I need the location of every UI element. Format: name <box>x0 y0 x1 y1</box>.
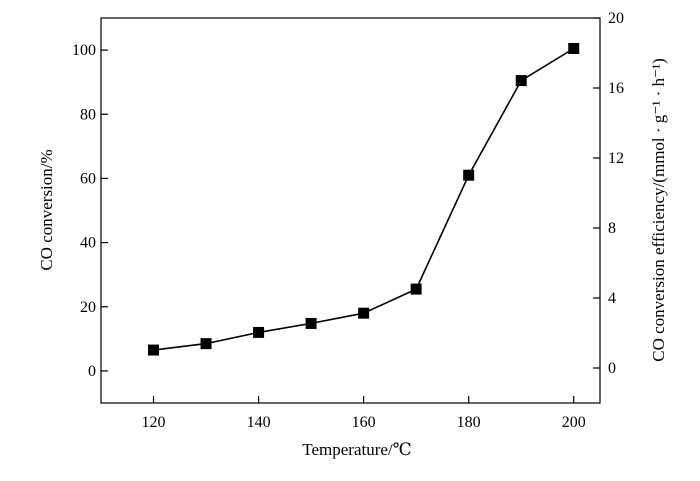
y2-tick-label: 8 <box>608 220 616 237</box>
data-point-marker <box>568 42 580 54</box>
y2-tick-label: 16 <box>608 80 624 97</box>
x-tick-label: 180 <box>457 414 481 431</box>
plot-area-border <box>100 17 601 404</box>
data-point-marker <box>148 344 160 356</box>
y-axis-right-ticks: 0 4 8 12 16 20 <box>593 10 624 377</box>
data-point-marker <box>358 307 370 319</box>
y-tick-label: 40 <box>80 235 96 252</box>
y-tick-label: 60 <box>80 170 96 187</box>
y-tick-label: 80 <box>80 106 96 123</box>
data-point-marker <box>463 169 475 181</box>
y-axis-left-title: CO conversion/% <box>37 149 56 270</box>
data-point-marker <box>515 75 527 87</box>
data-point-marker <box>253 326 265 338</box>
y2-tick-label: 12 <box>608 150 624 167</box>
plot-frame <box>100 17 601 404</box>
x-tick-label: 120 <box>142 414 166 431</box>
x-tick-label: 160 <box>352 414 376 431</box>
y-tick-label: 0 <box>88 363 96 380</box>
y-tick-label: 100 <box>72 42 96 59</box>
series-line <box>153 47 575 351</box>
x-axis-ticks: 120 140 160 180 200 <box>142 396 586 431</box>
data-point-marker <box>200 338 212 350</box>
data-point-marker <box>305 317 317 329</box>
y-axis-right-title: CO conversion efficiency/(mmol · g⁻¹ · h… <box>649 58 668 362</box>
x-tick-label: 140 <box>247 414 271 431</box>
y2-tick-label: 20 <box>608 10 624 27</box>
y-axis-left-ticks: 0 20 40 60 80 100 <box>72 42 108 380</box>
x-axis-title: Temperature/℃ <box>302 440 411 459</box>
y2-tick-label: 0 <box>608 360 616 377</box>
x-tick-label: 200 <box>562 414 586 431</box>
series-group <box>148 42 580 356</box>
y2-tick-label: 4 <box>608 290 616 307</box>
y-tick-label: 20 <box>80 299 96 316</box>
data-point-marker <box>410 283 422 295</box>
